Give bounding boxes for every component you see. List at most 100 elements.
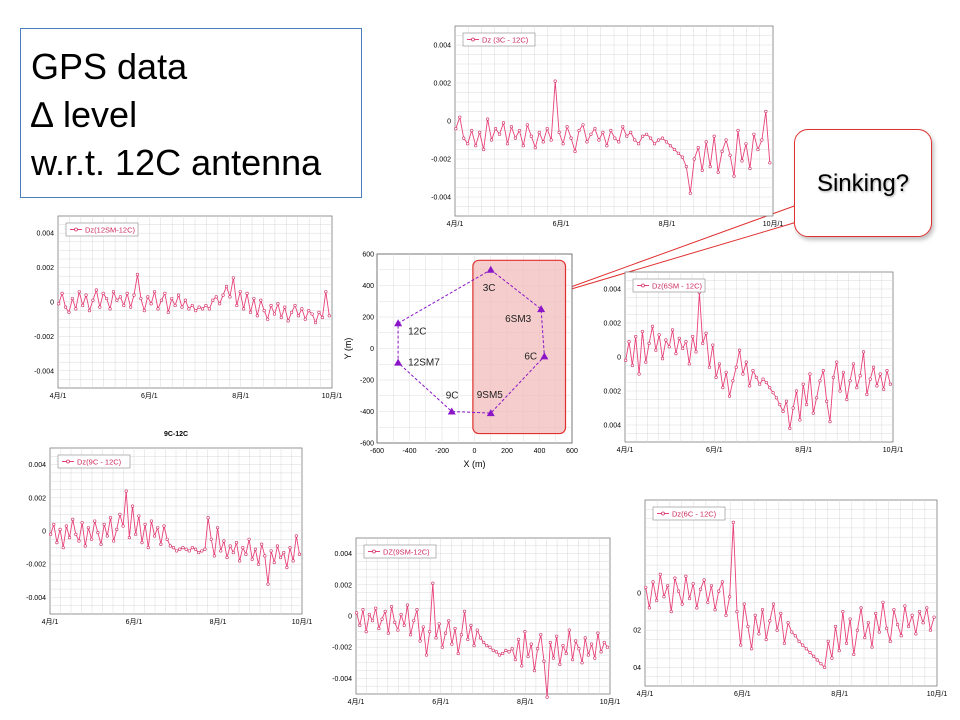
data-point (132, 293, 136, 297)
data-point (910, 613, 914, 617)
data-point (405, 603, 410, 607)
data-point (621, 125, 625, 129)
data-point (282, 550, 286, 555)
data-point (494, 650, 498, 654)
station-label: 6SM3 (505, 314, 532, 325)
data-point (256, 562, 261, 566)
data-point (98, 305, 102, 309)
data-point (863, 636, 867, 640)
data-point (739, 643, 743, 647)
y-tick-label: 400 (362, 283, 374, 290)
data-point (386, 631, 390, 635)
data-point (596, 631, 600, 635)
data-point (146, 545, 150, 550)
data-point (190, 545, 194, 550)
data-point (63, 305, 68, 309)
data-point (55, 541, 59, 545)
x-tick-label: 6月/1 (141, 392, 158, 400)
legend-marker (641, 283, 645, 288)
data-point (170, 296, 174, 301)
chart-dz-6sm: 0.004 0.002 0 0.002 0.004 4月/1 6月/1 8月/1 10月/1 Dz… (603, 271, 903, 454)
data-point (848, 617, 852, 621)
data-point (60, 291, 64, 296)
data-point (714, 375, 718, 380)
data-point (93, 519, 97, 523)
data-point (242, 307, 246, 311)
data-point (396, 628, 400, 632)
data-point (269, 549, 273, 553)
data-point (355, 611, 359, 615)
data-point (797, 639, 801, 643)
data-point (748, 166, 752, 171)
data-point (203, 547, 207, 551)
y-tick-label: 0.002 (334, 582, 352, 589)
data-point (704, 331, 708, 335)
chart-dz-9sm: 0.004 0.002 0 -0.002 -0.004 4月/1 6月/1 8月/1 10月/1… (332, 537, 620, 706)
data-point (523, 629, 527, 634)
data-point (489, 138, 494, 142)
data-point (841, 370, 846, 374)
data-point (105, 534, 109, 538)
data-point (307, 309, 311, 313)
data-point (510, 647, 514, 651)
data-point (597, 138, 601, 142)
data-point (501, 121, 506, 125)
data-point (599, 650, 603, 654)
data-point (137, 514, 141, 518)
data-point (533, 146, 537, 150)
data-point (105, 296, 109, 301)
data-point (231, 276, 235, 280)
data-point (681, 346, 685, 351)
data-point (214, 295, 218, 299)
data-point (633, 138, 637, 142)
legend-marker (661, 511, 665, 516)
y-tick-label: 0 (617, 355, 621, 362)
data-point (263, 554, 267, 558)
data-point (736, 128, 740, 133)
data-point (548, 640, 552, 645)
data-point (757, 632, 761, 636)
data-point (87, 309, 92, 313)
data-point (721, 386, 725, 390)
data-point (176, 293, 181, 297)
data-point (760, 138, 764, 142)
data-point (825, 399, 829, 403)
x-tick-label: 8月/1 (210, 618, 227, 626)
x-tick-label: 8月/1 (659, 220, 676, 228)
chart-dz-12sm: 0.004 0.002 0 -0.002 -0.004 4月/1 6月/1 8月/1 10月/1… (34, 215, 342, 400)
data-point (83, 544, 87, 548)
data-point (855, 386, 859, 390)
data-point (437, 622, 441, 626)
y-tick-label: 0.004 (603, 423, 621, 430)
data-point (808, 372, 812, 376)
data-point (231, 550, 235, 555)
data-point (146, 295, 150, 299)
x-tick-label: 4月/1 (348, 698, 365, 706)
legend-label: Dz(12SM-12C) (85, 226, 136, 235)
data-point (81, 303, 85, 308)
series-line (645, 522, 935, 669)
data-point (583, 636, 587, 640)
y-tick-label: 0.004 (603, 287, 621, 294)
data-point (833, 624, 838, 629)
data-point (874, 611, 878, 616)
data-point (627, 340, 631, 344)
data-point (585, 140, 589, 144)
data-point (764, 109, 768, 114)
data-point (574, 639, 578, 643)
data-point (248, 310, 253, 314)
data-point (497, 132, 502, 136)
data-point (67, 310, 71, 314)
data-point (684, 340, 688, 344)
data-point (768, 619, 772, 623)
data-point (291, 559, 295, 563)
data-point (878, 372, 882, 376)
series-line (50, 491, 300, 585)
data-point (858, 374, 862, 378)
data-point (727, 394, 732, 398)
y-tick-label: 04 (633, 665, 641, 672)
data-point (717, 362, 722, 366)
data-point (779, 611, 783, 616)
data-point (713, 608, 717, 612)
